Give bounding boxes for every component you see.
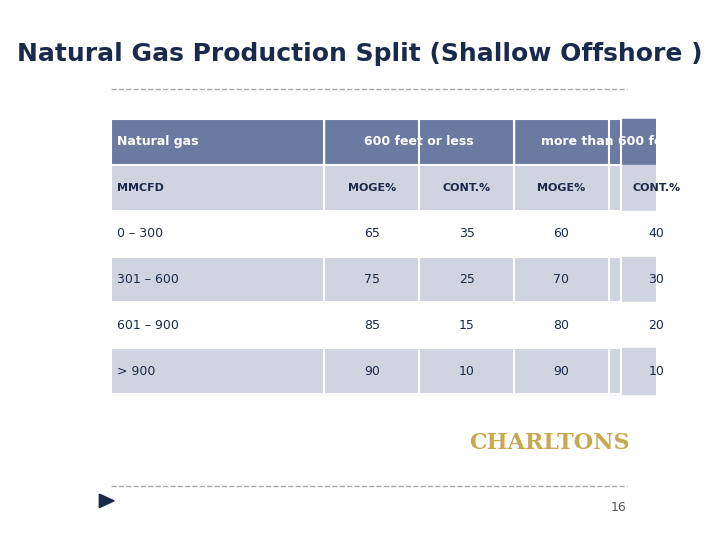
Bar <box>111 302 325 348</box>
Bar <box>111 348 325 394</box>
Text: 30: 30 <box>648 273 664 286</box>
Bar <box>609 256 703 302</box>
Text: 40: 40 <box>648 227 664 240</box>
Text: CONT.%: CONT.% <box>632 183 680 193</box>
Text: MOGE%: MOGE% <box>348 183 396 193</box>
Text: 16: 16 <box>611 501 626 514</box>
Text: 85: 85 <box>364 319 380 332</box>
Polygon shape <box>99 494 114 508</box>
Bar <box>111 165 325 211</box>
Text: 301 – 600: 301 – 600 <box>117 273 179 286</box>
Text: more than 600 feet: more than 600 feet <box>541 135 677 148</box>
Bar <box>514 302 609 348</box>
Bar <box>419 302 514 348</box>
Text: 70: 70 <box>554 273 570 286</box>
Text: MMCFD: MMCFD <box>117 183 164 193</box>
Text: 60: 60 <box>554 227 570 240</box>
Bar <box>325 302 419 348</box>
Text: Natural gas: Natural gas <box>117 135 199 148</box>
Bar <box>325 348 419 394</box>
Text: CONT.%: CONT.% <box>443 183 491 193</box>
Bar <box>609 165 703 211</box>
Bar <box>111 256 325 302</box>
Bar <box>419 256 514 302</box>
Bar <box>325 119 514 165</box>
Text: 20: 20 <box>648 319 664 332</box>
Bar <box>419 165 514 211</box>
Bar <box>514 119 703 165</box>
Text: 35: 35 <box>459 227 474 240</box>
Text: 0 – 300: 0 – 300 <box>117 227 163 240</box>
Bar <box>325 165 419 211</box>
Text: 10: 10 <box>459 364 474 378</box>
Bar <box>111 119 325 165</box>
Text: 90: 90 <box>554 364 570 378</box>
Bar <box>419 348 514 394</box>
Text: 600 feet or less: 600 feet or less <box>364 135 474 148</box>
Text: MOGE%: MOGE% <box>537 183 585 193</box>
Text: 15: 15 <box>459 319 474 332</box>
Text: 65: 65 <box>364 227 379 240</box>
Bar <box>514 348 609 394</box>
Bar <box>514 256 609 302</box>
Text: CHARLTONS: CHARLTONS <box>469 432 630 454</box>
Text: Natural Gas Production Split (Shallow Offshore ): Natural Gas Production Split (Shallow Of… <box>17 42 703 66</box>
Text: > 900: > 900 <box>117 364 156 378</box>
Bar <box>419 211 514 256</box>
Text: 10: 10 <box>648 364 664 378</box>
Text: 25: 25 <box>459 273 474 286</box>
Text: 80: 80 <box>554 319 570 332</box>
Bar <box>325 256 419 302</box>
Bar <box>514 165 609 211</box>
Bar <box>325 211 419 256</box>
Bar <box>609 302 703 348</box>
Text: 90: 90 <box>364 364 379 378</box>
Text: 601 – 900: 601 – 900 <box>117 319 179 332</box>
Bar <box>609 211 703 256</box>
Bar <box>514 211 609 256</box>
Bar <box>609 348 703 394</box>
Text: 75: 75 <box>364 273 380 286</box>
Bar <box>111 211 325 256</box>
